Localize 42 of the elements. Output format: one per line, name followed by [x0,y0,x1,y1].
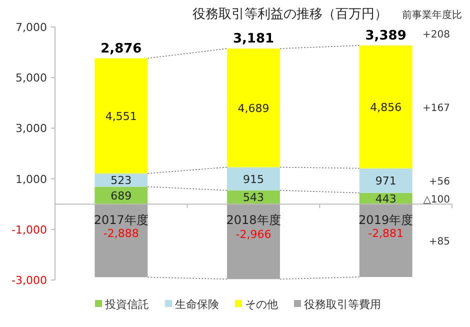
annotation: +167 [422,102,450,114]
chart-title: 役務取引等利益の推移（百万円） [192,7,388,22]
annotation: +85 [428,236,450,248]
annotation: +56 [428,176,450,188]
x-tick-label: 2019年度 [358,213,414,228]
legend-label: その他 [245,298,278,311]
legend-label: 役務取引等費用 [304,298,381,311]
y-tick-label: 5,000 [16,72,47,85]
y-tick-label: -3,000 [12,274,47,287]
data-label: 523 [110,174,132,188]
data-label: -2,881 [368,226,404,240]
total-label: 3,389 [365,28,406,44]
bar [94,58,148,174]
data-label: 4,856 [370,100,402,114]
annotation: +208 [422,29,450,40]
data-label: 915 [243,172,264,186]
y-tick-label: -1,000 [12,223,47,236]
bar [227,204,280,280]
data-label: 443 [375,192,396,206]
bar [359,168,412,193]
data-label: 4,551 [105,110,137,123]
text: 前事業年度比 [402,9,462,21]
annotation: △100 [423,194,450,206]
legend-label: 生命保険 [175,298,219,311]
total-label: 2,876 [100,41,142,56]
bar [359,204,412,277]
total-label: 3,181 [232,32,274,47]
bar [359,45,412,168]
y-tick-label: 1,000 [16,172,47,186]
bar [227,167,280,190]
bar [227,48,280,168]
data-label: 689 [110,189,132,202]
legend-label: 投資信託 [104,298,149,311]
y-tick-label: 3,000 [16,122,47,136]
data-label: 4,689 [238,102,270,115]
data-label: -2,888 [103,226,139,240]
data-label: 543 [243,191,264,204]
data-label: -2,966 [236,228,272,241]
bar [94,204,148,278]
data-label: 971 [375,174,396,188]
x-tick-label: 2017年度 [94,213,148,228]
y-tick-label: 7,000 [16,21,47,34]
